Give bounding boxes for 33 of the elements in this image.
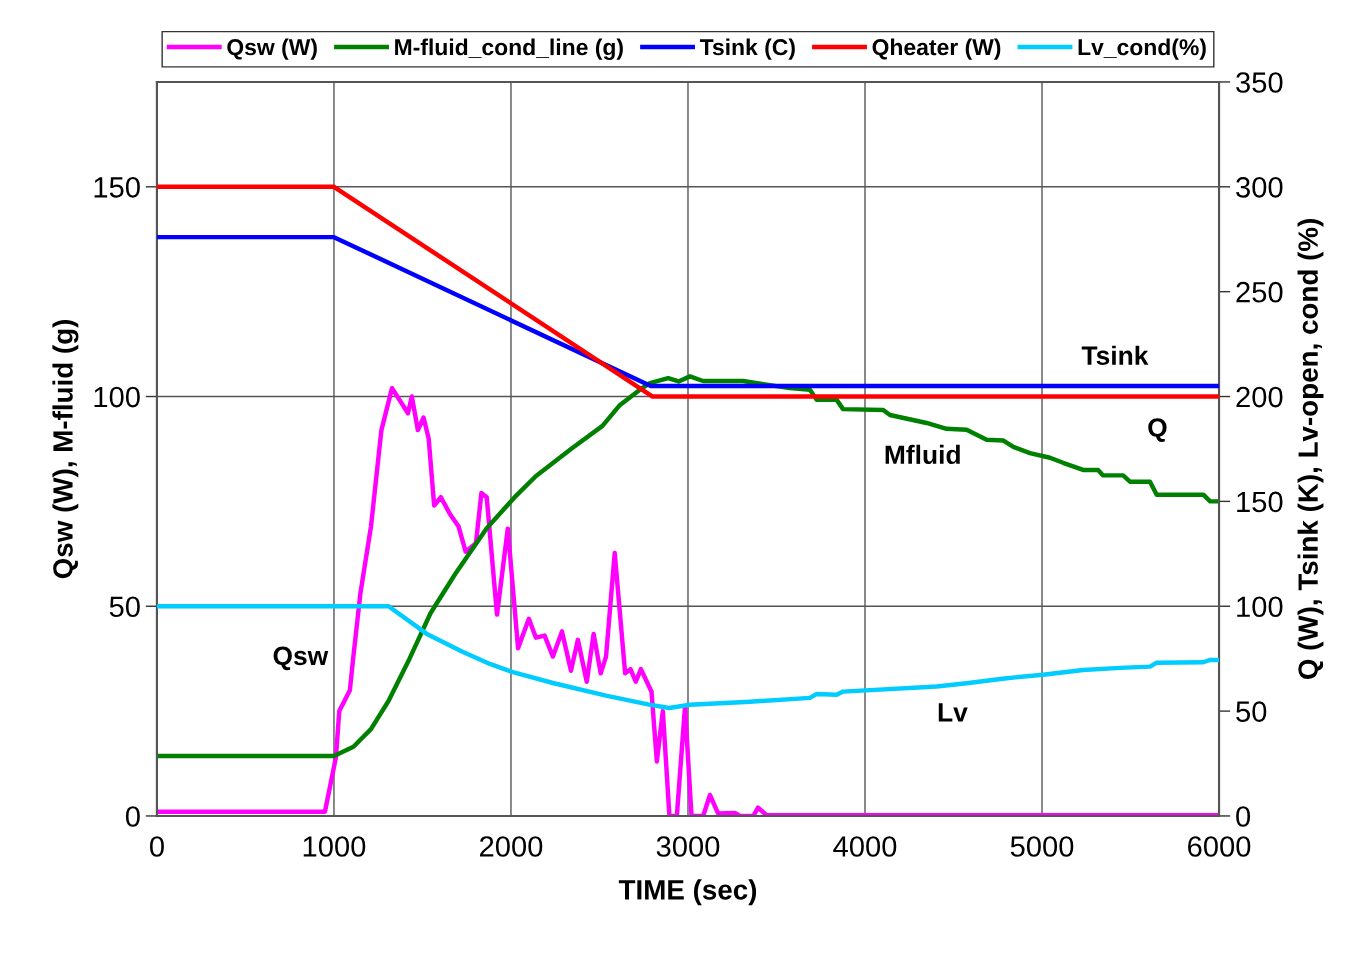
x-tick-label: 2000 bbox=[480, 836, 543, 857]
x-tick-label: 5000 bbox=[1010, 836, 1074, 857]
annotation: Mfluid bbox=[885, 444, 960, 465]
y-axis-title: Qsw (W), M-fluid (g) bbox=[52, 319, 79, 579]
legend-label: Qsw (W) bbox=[227, 38, 317, 60]
x-tick-label: 4000 bbox=[833, 836, 897, 857]
y2-tick-label: 0 bbox=[1236, 806, 1251, 827]
annotation: Q bbox=[1148, 418, 1167, 442]
x-axis-title: TIME (sec) bbox=[618, 879, 757, 906]
x-tick-label: 3000 bbox=[656, 836, 720, 857]
x-tick-label: 0 bbox=[149, 836, 164, 857]
line-series bbox=[156, 374, 1220, 759]
legend-label: M-fluid_cond_line (g) bbox=[395, 38, 623, 60]
annotation: Tsink bbox=[1081, 345, 1149, 366]
y2-tick-label: 350 bbox=[1236, 72, 1283, 93]
legend-label: Lv_cond(%) bbox=[1078, 38, 1206, 60]
y2-tick-label: 150 bbox=[1237, 491, 1283, 513]
annotation: Lv bbox=[938, 703, 968, 722]
legend-label: Qheater (W) bbox=[872, 38, 1001, 60]
x-tick-label: 1000 bbox=[303, 836, 366, 857]
legend-label: Tsink (C) bbox=[699, 38, 795, 60]
y-tick-label: 50 bbox=[109, 596, 140, 618]
y2-axis-title: Q (W), Tsink (K), Lv-open, cond (%) bbox=[1297, 219, 1324, 680]
y-tick-label: 150 bbox=[94, 177, 140, 198]
annotation: Qsw bbox=[273, 646, 329, 671]
y2-tick-label: 250 bbox=[1236, 281, 1283, 303]
x-tick-label: 6000 bbox=[1188, 836, 1251, 857]
y-tick-label: 100 bbox=[94, 386, 140, 408]
y-tick-label: 0 bbox=[125, 806, 140, 827]
y2-tick-label: 100 bbox=[1237, 596, 1283, 618]
y2-tick-label: 200 bbox=[1236, 386, 1283, 408]
y2-tick-label: 300 bbox=[1236, 177, 1283, 198]
y2-tick-label: 50 bbox=[1236, 701, 1267, 722]
